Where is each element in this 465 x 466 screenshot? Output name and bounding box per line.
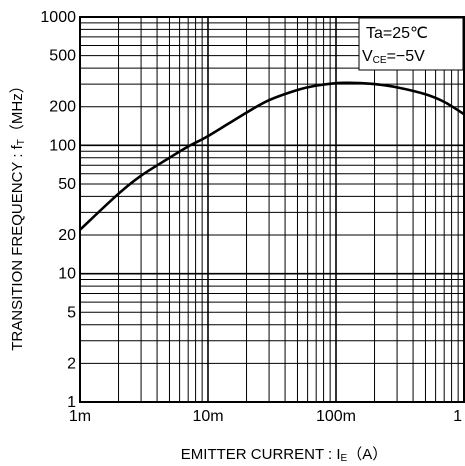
x-tick-label: 1m bbox=[69, 408, 91, 425]
x-tick-label: 10m bbox=[192, 408, 223, 425]
x-tick-labels: 1m 10m 100m 1 bbox=[69, 408, 462, 425]
y-tick-label: 100 bbox=[49, 137, 76, 154]
condition-temperature: Ta=25℃ bbox=[366, 25, 428, 42]
x-axis-title-unit: （A） bbox=[347, 446, 387, 463]
y-tick-label: 1 bbox=[67, 394, 76, 411]
conditions-box-bg bbox=[358, 17, 464, 71]
y-tick-label: 10 bbox=[58, 266, 76, 283]
condition-vce-prefix: V bbox=[362, 48, 373, 65]
y-tick-label: 5 bbox=[67, 304, 76, 321]
conditions-box: Ta=25℃ VCE=−5V bbox=[358, 17, 464, 71]
y-tick-label: 50 bbox=[58, 176, 76, 193]
x-tick-label: 100m bbox=[316, 408, 356, 425]
y-tick-labels: 1 2 5 10 20 50 100 200 500 1000 bbox=[40, 9, 76, 411]
plot-frame bbox=[79, 16, 465, 403]
condition-vce-suffix: =−5V bbox=[387, 48, 426, 65]
y-tick-label: 2 bbox=[67, 355, 76, 372]
condition-vce: VCE=−5V bbox=[362, 48, 425, 66]
y-axis-title-sub: T bbox=[16, 139, 27, 145]
y-axis-title-main: TRANSITION FREQUENCY : f bbox=[9, 144, 26, 350]
y-tick-label: 200 bbox=[49, 99, 76, 116]
y-axis-title: TRANSITION FREQUENCY : fT（MHz） bbox=[9, 78, 27, 351]
y-tick-label: 1000 bbox=[40, 9, 76, 26]
curve-layer bbox=[79, 81, 465, 231]
condition-vce-sub: CE bbox=[373, 55, 387, 66]
series-line bbox=[79, 81, 465, 231]
x-axis-title: EMITTER CURRENT : IE（A） bbox=[181, 446, 387, 464]
x-tick-label: 1 bbox=[453, 408, 462, 425]
y-tick-label: 20 bbox=[58, 227, 76, 244]
x-axis-title-sub: E bbox=[341, 453, 348, 464]
y-tick-label: 500 bbox=[49, 48, 76, 65]
plot-grid bbox=[80, 17, 464, 402]
x-axis-title-main: EMITTER CURRENT : I bbox=[181, 446, 341, 463]
y-axis-title-unit: （MHz） bbox=[9, 78, 26, 139]
